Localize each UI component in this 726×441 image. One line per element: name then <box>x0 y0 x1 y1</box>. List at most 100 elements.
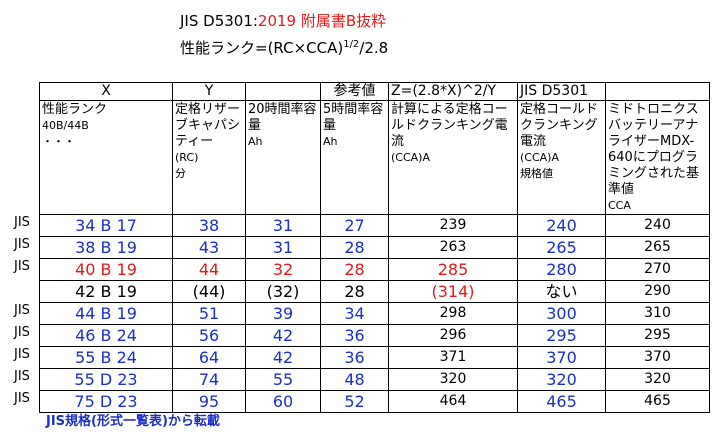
calc-cca-cell: 371 <box>388 346 518 369</box>
calc-cca-cell: (314) <box>388 280 518 303</box>
ah20-cell: 42 <box>245 346 321 369</box>
desc-ah5-extra: Ah <box>323 135 338 148</box>
calc-cca-cell: 239 <box>388 214 518 237</box>
header-row: X Y 参考値 Z=(2.8*X)^2/Y JIS D5301 <box>39 82 710 101</box>
desc-ah20-main: 20時間率容量 <box>248 102 317 133</box>
rank-cell: 55 B 24 <box>39 346 173 369</box>
side-label: JIS <box>14 369 30 384</box>
calc-cca-cell: 263 <box>388 236 518 259</box>
ah20-cell: 60 <box>245 390 321 413</box>
rc-cell: 43 <box>172 236 246 259</box>
rank-cell: 34 B 17 <box>39 214 173 237</box>
ah5-cell: 52 <box>320 390 389 413</box>
description-row: 性能ランク 40B/44B ・・・ 定格リザーブキャパシティー (RC) 分 20時間率容量… <box>39 100 710 215</box>
header-x: X <box>39 82 173 101</box>
calc-cca-cell: 464 <box>388 390 518 413</box>
ah5-cell: 27 <box>320 214 389 237</box>
desc-rc-extra: 分 <box>175 167 186 180</box>
jis-cca-cell: 240 <box>517 214 606 237</box>
jis-cca-cell: 300 <box>517 302 606 325</box>
rc-cell: 95 <box>172 390 246 413</box>
formula-main: 性能ランク=(RC×CCA) <box>180 39 344 57</box>
battery-table: X Y 参考値 Z=(2.8*X)^2/Y JIS D5301 性能ランク 40B… <box>39 82 710 413</box>
desc-rank-sub: 40B/44B <box>42 119 89 132</box>
side-label: JIS <box>14 303 30 318</box>
calc-cca-cell: 285 <box>388 258 518 281</box>
ah20-cell: 31 <box>245 214 321 237</box>
desc-ah20: 20時間率容量 Ah <box>245 100 321 215</box>
ah5-cell: 28 <box>320 258 389 281</box>
ah20-cell: 32 <box>245 258 321 281</box>
header-jis: JIS D5301 <box>517 82 606 101</box>
ah5-cell: 28 <box>320 236 389 259</box>
ah5-cell: 28 <box>320 280 389 303</box>
calc-cca-cell: 296 <box>388 324 518 347</box>
title-prefix: JIS D5301: <box>180 12 258 30</box>
side-label: JIS <box>14 237 30 252</box>
jis-cca-cell: 265 <box>517 236 606 259</box>
ah5-cell: 36 <box>320 346 389 369</box>
rank-cell: 40 B 19 <box>39 258 173 281</box>
side-label: JIS <box>14 325 30 340</box>
midtronics-cell: 320 <box>605 368 710 391</box>
title-highlight: 2019 附属書B抜粋 <box>257 12 387 30</box>
desc-jis-cca: 定格コールドクランキング電流 (CCA)A 規格値 <box>517 100 606 215</box>
rank-cell: 38 B 19 <box>39 236 173 259</box>
jis-cca-cell: 320 <box>517 368 606 391</box>
desc-calc-cca: 計算による定格コールドクランキング電流 (CCA)A <box>388 100 518 215</box>
source-note: JIS規格(形式一覧表)から転載 <box>46 414 220 429</box>
desc-rc-main: 定格リザーブキャパシティー <box>175 102 241 149</box>
page-title: JIS D5301:2019 附属書B抜粋 <box>180 10 386 31</box>
header-y: Y <box>172 82 246 101</box>
table-row: 46 B 24 56 42 36 296 295 295 <box>39 324 710 347</box>
table-row: 44 B 19 51 39 34 298 300 310 <box>39 302 710 325</box>
midtronics-cell: 265 <box>605 236 710 259</box>
rc-cell: (44) <box>172 280 246 303</box>
ah20-cell: 39 <box>245 302 321 325</box>
ah20-cell: 55 <box>245 368 321 391</box>
jis-cca-cell: 280 <box>517 258 606 281</box>
table-row: 40 B 19 44 32 28 285 280 270 <box>39 258 710 281</box>
rc-cell: 44 <box>172 258 246 281</box>
formula-exponent: 1/2 <box>343 39 360 50</box>
rank-cell: 55 D 23 <box>39 368 173 391</box>
desc-rank: 性能ランク 40B/44B ・・・ <box>39 100 173 215</box>
desc-rc-sub: (RC) <box>175 151 199 164</box>
desc-rank-main: 性能ランク <box>42 102 108 117</box>
rc-cell: 64 <box>172 346 246 369</box>
side-label: JIS <box>14 391 30 406</box>
midtronics-cell: 295 <box>605 324 710 347</box>
desc-jis-cca-sub: (CCA)A <box>520 151 559 164</box>
table-row: 38 B 19 43 31 28 263 265 265 <box>39 236 710 259</box>
jis-cca-cell: 370 <box>517 346 606 369</box>
midtronics-cell: 240 <box>605 214 710 237</box>
midtronics-cell: 465 <box>605 390 710 413</box>
header-blank <box>245 82 321 101</box>
table-row: 55 B 24 64 42 36 371 370 370 <box>39 346 710 369</box>
header-formula: Z=(2.8*X)^2/Y <box>388 82 518 101</box>
formula-line: 性能ランク=(RC×CCA)1/2/2.8 <box>180 37 388 58</box>
ah5-cell: 34 <box>320 302 389 325</box>
side-label: JIS <box>14 215 30 230</box>
table-row: 75 D 23 95 60 52 464 465 465 <box>39 390 710 413</box>
rc-cell: 56 <box>172 324 246 347</box>
jis-cca-cell: 465 <box>517 390 606 413</box>
calc-cca-cell: 320 <box>388 368 518 391</box>
header-blank-2 <box>605 82 710 101</box>
rc-cell: 38 <box>172 214 246 237</box>
desc-rank-extra: ・・・ <box>42 135 75 148</box>
midtronics-cell: 270 <box>605 258 710 281</box>
desc-rc: 定格リザーブキャパシティー (RC) 分 <box>172 100 246 215</box>
midtronics-cell: 290 <box>605 280 710 303</box>
header-reference: 参考値 <box>320 82 389 101</box>
jis-cca-cell: 295 <box>517 324 606 347</box>
desc-midtronics-main: ミドトロニクスバッテリーアナライザーMDX-640にプログラミングされた基準値 <box>608 102 700 197</box>
jis-cca-cell: ない <box>517 280 606 303</box>
ah20-cell: 31 <box>245 236 321 259</box>
midtronics-cell: 310 <box>605 302 710 325</box>
desc-ah20-extra: Ah <box>248 135 263 148</box>
ah5-cell: 36 <box>320 324 389 347</box>
desc-midtronics-extra: CCA <box>608 199 631 212</box>
ah20-cell: (32) <box>245 280 321 303</box>
desc-ah5-main: 5時間率容量 <box>323 102 384 133</box>
